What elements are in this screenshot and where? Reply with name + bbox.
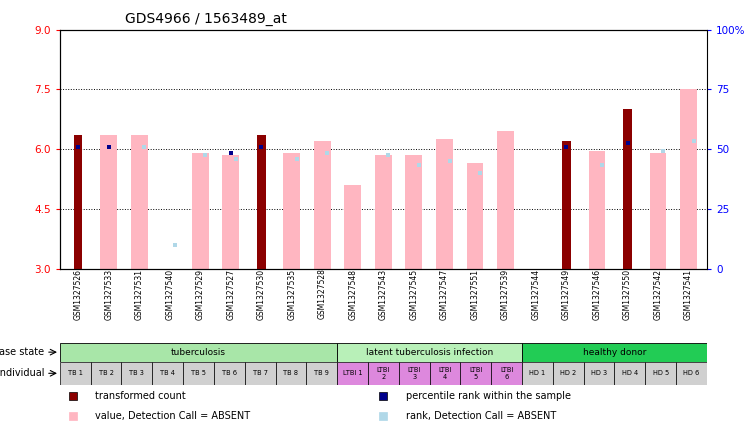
Text: TB 8: TB 8 <box>283 370 298 376</box>
Bar <box>614 362 646 385</box>
Text: GSM1327546: GSM1327546 <box>592 269 601 320</box>
Bar <box>460 362 491 385</box>
Text: TB 5: TB 5 <box>191 370 206 376</box>
Text: GSM1327540: GSM1327540 <box>165 269 174 320</box>
Bar <box>60 343 337 362</box>
Text: LTBI 1: LTBI 1 <box>343 370 362 376</box>
Bar <box>522 362 553 385</box>
Text: GSM1327528: GSM1327528 <box>318 269 327 319</box>
Bar <box>429 362 460 385</box>
Bar <box>589 151 605 269</box>
Bar <box>436 139 453 269</box>
Text: GSM1327529: GSM1327529 <box>196 269 205 320</box>
Text: GSM1327526: GSM1327526 <box>73 269 82 320</box>
Bar <box>191 153 209 269</box>
Bar <box>646 362 676 385</box>
Bar <box>522 343 707 362</box>
Text: TB 1: TB 1 <box>68 370 83 376</box>
Text: LTBI
5: LTBI 5 <box>469 367 482 379</box>
Bar <box>497 131 514 269</box>
Bar <box>405 155 423 269</box>
Bar <box>314 141 331 269</box>
Text: TB 9: TB 9 <box>314 370 329 376</box>
Text: HD 4: HD 4 <box>622 370 638 376</box>
Bar <box>467 163 483 269</box>
Text: disease state: disease state <box>0 347 44 357</box>
Bar <box>214 362 245 385</box>
Text: GSM1327543: GSM1327543 <box>378 269 388 320</box>
Text: GSM1327541: GSM1327541 <box>684 269 693 320</box>
Text: HD 5: HD 5 <box>652 370 669 376</box>
Bar <box>562 141 571 269</box>
Bar <box>344 185 361 269</box>
Text: GSM1327535: GSM1327535 <box>287 269 296 320</box>
Bar <box>275 362 307 385</box>
Bar <box>399 362 429 385</box>
Text: LTBI
6: LTBI 6 <box>500 367 513 379</box>
Text: GSM1327550: GSM1327550 <box>623 269 632 320</box>
Bar <box>676 362 707 385</box>
Bar <box>491 362 522 385</box>
Text: healthy donor: healthy donor <box>583 348 646 357</box>
Text: HD 2: HD 2 <box>560 370 577 376</box>
Bar <box>91 362 121 385</box>
Text: GSM1327539: GSM1327539 <box>501 269 510 320</box>
Text: TB 2: TB 2 <box>99 370 114 376</box>
Text: GSM1327530: GSM1327530 <box>257 269 266 320</box>
Text: GSM1327544: GSM1327544 <box>531 269 541 320</box>
Text: GSM1327533: GSM1327533 <box>104 269 113 320</box>
Bar <box>337 343 522 362</box>
Text: LTBI
2: LTBI 2 <box>377 367 390 379</box>
Text: GSM1327545: GSM1327545 <box>409 269 418 320</box>
Text: GSM1327549: GSM1327549 <box>562 269 571 320</box>
Text: TB 3: TB 3 <box>129 370 144 376</box>
Bar <box>649 153 666 269</box>
Text: TB 4: TB 4 <box>160 370 175 376</box>
Text: LTBI
3: LTBI 3 <box>408 367 421 379</box>
Bar <box>368 362 399 385</box>
Text: GSM1327527: GSM1327527 <box>226 269 236 320</box>
Text: latent tuberculosis infection: latent tuberculosis infection <box>366 348 493 357</box>
Text: HD 3: HD 3 <box>591 370 607 376</box>
Text: rank, Detection Call = ABSENT: rank, Detection Call = ABSENT <box>406 411 557 421</box>
Text: LTBI
4: LTBI 4 <box>438 367 452 379</box>
Text: GDS4966 / 1563489_at: GDS4966 / 1563489_at <box>124 12 286 26</box>
Text: value, Detection Call = ABSENT: value, Detection Call = ABSENT <box>96 411 251 421</box>
Bar <box>307 362 337 385</box>
Text: TB 6: TB 6 <box>222 370 237 376</box>
Bar <box>153 362 183 385</box>
Bar <box>337 362 368 385</box>
Text: TB 7: TB 7 <box>253 370 268 376</box>
Bar <box>74 135 82 269</box>
Text: HD 1: HD 1 <box>530 370 545 376</box>
Text: individual: individual <box>0 368 44 378</box>
Bar <box>680 89 697 269</box>
Bar <box>222 155 239 269</box>
Bar <box>131 135 147 269</box>
Text: GSM1327547: GSM1327547 <box>440 269 449 320</box>
Bar <box>553 362 583 385</box>
Bar <box>245 362 275 385</box>
Bar <box>257 135 266 269</box>
Text: GSM1327551: GSM1327551 <box>470 269 479 320</box>
Text: tuberculosis: tuberculosis <box>171 348 226 357</box>
Text: GSM1327531: GSM1327531 <box>135 269 144 320</box>
Bar <box>60 362 91 385</box>
Text: percentile rank within the sample: percentile rank within the sample <box>406 390 571 401</box>
Text: GSM1327548: GSM1327548 <box>349 269 358 320</box>
Bar <box>375 155 392 269</box>
Text: transformed count: transformed count <box>96 390 186 401</box>
Bar <box>183 362 214 385</box>
Bar <box>583 362 614 385</box>
Bar <box>283 153 300 269</box>
Bar <box>100 135 117 269</box>
Text: GSM1327542: GSM1327542 <box>654 269 663 320</box>
Bar <box>623 109 632 269</box>
Text: HD 6: HD 6 <box>684 370 699 376</box>
Bar <box>121 362 153 385</box>
